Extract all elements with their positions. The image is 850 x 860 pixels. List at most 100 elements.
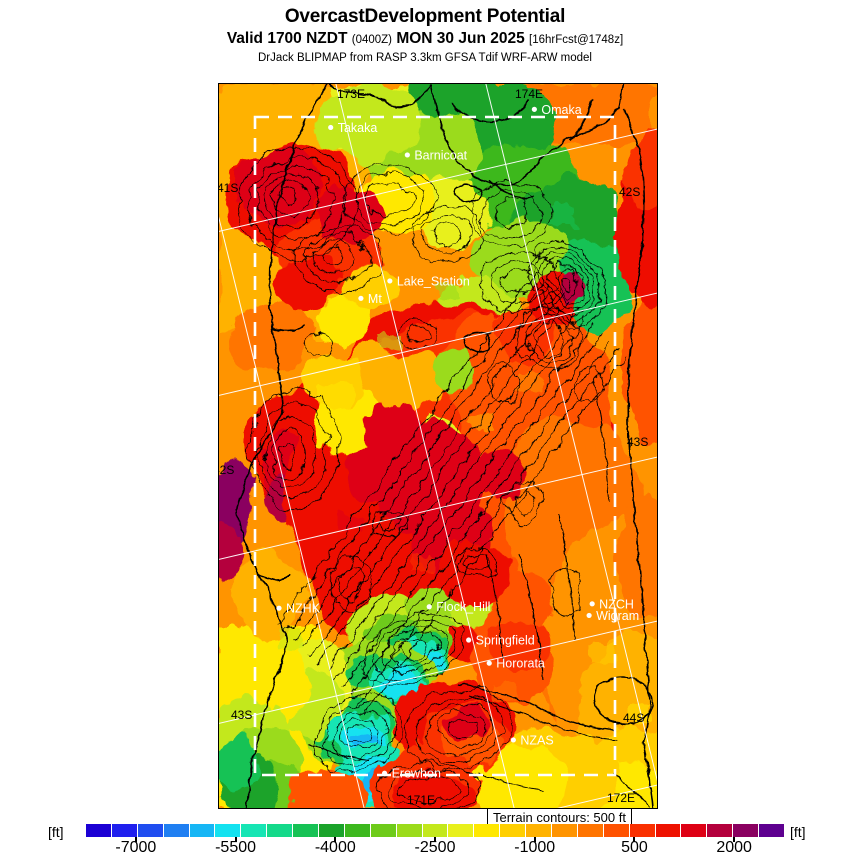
station-label: NZHK (286, 602, 321, 616)
station-label: Erewhon (392, 767, 441, 781)
colorbar-segment (111, 824, 138, 837)
station-marker[interactable]: NZCH (589, 597, 634, 611)
colorbar-tick-label: -2500 (414, 839, 456, 856)
colorbar-unit-right: [ft] (790, 824, 806, 840)
station-marker[interactable]: Omaka (531, 103, 582, 117)
colorbar-tick (633, 837, 636, 842)
station-marker[interactable]: Hororata (486, 657, 545, 671)
valid-time-utc: (0400Z) (351, 34, 393, 46)
station-dot[interactable] (328, 124, 334, 131)
station-dot[interactable] (404, 152, 410, 158)
colorbar-tick-labels: -7000 -5500 -4000 -2500 -1000 500 2000 (0, 839, 850, 859)
colorbar-tick (533, 837, 536, 842)
subdomain-box (253, 115, 617, 777)
colorbar-segment (344, 824, 371, 837)
station-dot[interactable] (276, 605, 282, 611)
station-marker[interactable]: NZAS (510, 733, 554, 747)
station-marker[interactable]: Springfield (466, 634, 535, 648)
station-marker[interactable]: Wigram (586, 609, 640, 623)
colorbar-segment (552, 824, 578, 837)
station-marker[interactable]: NZHK (276, 602, 321, 616)
map-panel[interactable]: 173E 174E 41S 42S 43S 42S 43S 44S 171E 1… (218, 83, 658, 809)
colorbar-panel: [ft] [ft] -7000 -5500 -4000 -2500 -1000 500 20… (0, 824, 850, 860)
colorbar-scale (86, 824, 785, 837)
colorbar-segment (500, 824, 527, 837)
station-marker[interactable]: Lake_Station (387, 274, 470, 288)
color-field (219, 84, 657, 808)
station-label: NZAS (520, 733, 553, 747)
colorbar-segment (163, 824, 190, 837)
colorbar-segment (293, 824, 320, 837)
grid-label-top-173E: 173E (337, 87, 365, 101)
colorbar-tick-label: 2000 (716, 839, 752, 856)
map-canvas[interactable]: 173E 174E 41S 42S 43S 42S 43S 44S 171E 1… (219, 84, 657, 808)
valid-time-line: Valid 1700 NZDT (0400Z) MON 30 Jun 2025 … (0, 29, 850, 50)
model-description: DrJack BLIPMAP from RASP 3.3km GFSA Tdif… (257, 52, 592, 64)
colorbar-segment (448, 824, 475, 837)
colorbar-ticks (86, 837, 784, 843)
station-label: Flock_Hill (436, 600, 490, 614)
colorbar-tick (334, 837, 337, 842)
colorbar-tick-label: -7000 (115, 839, 157, 856)
grid-label-top-174E: 174E (515, 87, 543, 101)
station-dot[interactable] (531, 106, 537, 112)
valid-date: MON 30 Jun 2025 (396, 30, 525, 47)
station-label: Takaka (338, 121, 378, 135)
grid-label-left-43S: 43S (231, 708, 252, 722)
colorbar-tick-label: -4000 (314, 839, 356, 856)
grid-label-bottom-171E: 171E (407, 793, 435, 807)
colorbar-segment (86, 824, 112, 837)
terrain-contour-label: Terrain contours: 500 ft (493, 810, 626, 825)
station-dot[interactable] (358, 295, 364, 301)
station-dot[interactable] (510, 737, 516, 743)
colorbar-segment (707, 824, 734, 837)
colorbar-tick-label: -1000 (514, 839, 556, 856)
colorbar-tick (134, 837, 137, 842)
station-marker[interactable]: Flock_Hill (426, 600, 491, 614)
grid-label-right-44S: 44S (623, 711, 644, 725)
station-dot[interactable] (381, 770, 388, 776)
station-label: Barnicoat (414, 148, 467, 162)
grid-label-right-42S: 42S (619, 185, 640, 199)
station-marker[interactable]: Erewhon (381, 767, 441, 781)
title-block: OvercastDevelopment Potential Valid 1700… (0, 0, 850, 65)
lat-lon-graticule (219, 84, 657, 808)
colorbar-segment (215, 824, 242, 837)
colorbar-segment (267, 824, 294, 837)
grid-label-bottom-172E: 172E (607, 791, 635, 805)
colorbar-unit-left: [ft] (48, 824, 64, 840)
station-label: Lake_Station (397, 274, 470, 288)
colorbar-segment (137, 824, 164, 837)
coastline (236, 84, 654, 808)
station-marker[interactable]: Takaka (328, 121, 377, 135)
station-marker[interactable]: Barnicoat (404, 148, 468, 162)
colorbar-segment (577, 824, 604, 837)
colorbar-tick (434, 837, 436, 842)
station-dot[interactable] (426, 604, 432, 610)
station-marker[interactable]: Mt (358, 292, 382, 306)
colorbar-segment (396, 824, 423, 837)
station-dot[interactable] (486, 660, 492, 666)
station-dot[interactable] (589, 601, 595, 607)
colorbar-segment (629, 824, 656, 837)
page-title: OvercastDevelopment Potential (284, 6, 566, 27)
station-dot[interactable] (586, 612, 592, 619)
grid-labels: 173E 174E 41S 42S 43S 42S 43S 44S 171E 1… (219, 87, 648, 807)
station-dot[interactable] (387, 278, 393, 284)
colorbar-segment (474, 824, 501, 837)
station-dot[interactable] (466, 637, 472, 643)
grid-label-left-41S: 41S (219, 181, 238, 195)
valid-time-local: Valid 1700 NZDT (226, 30, 348, 47)
colorbar-segment (241, 824, 268, 837)
station-label: Hororata (496, 657, 545, 671)
grid-label-left-42S: 42S (219, 463, 234, 477)
forecast-hour: [16hrFcst@1748z] (529, 34, 624, 46)
colorbar-tick-label: -5500 (215, 839, 257, 856)
colorbar-segment (759, 824, 785, 837)
colorbar-segment (655, 824, 682, 837)
station-markers[interactable]: Takaka Omaka Barnicoat Lake_Station Mt NZHK Fl… (276, 103, 639, 781)
colorbar-tick (234, 837, 237, 842)
station-label: Wigram (596, 609, 639, 623)
terrain-contours (238, 147, 628, 808)
